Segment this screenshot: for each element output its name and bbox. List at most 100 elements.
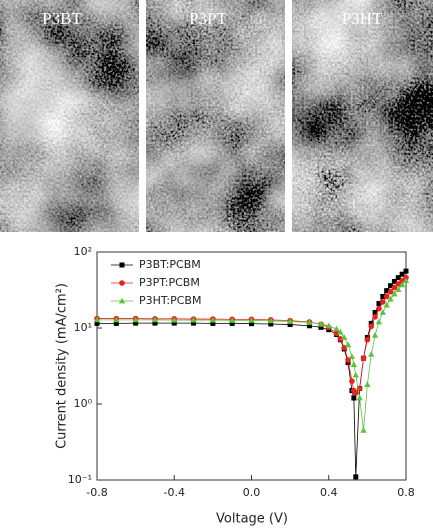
marker (375, 318, 383, 325)
y-tick-label: 10⁰ (74, 397, 93, 410)
marker (368, 351, 375, 357)
marker (132, 316, 139, 323)
marker (228, 317, 236, 323)
marker (352, 390, 359, 396)
marker (333, 325, 340, 332)
marker (384, 288, 390, 294)
marker (395, 286, 402, 293)
series-line (97, 270, 407, 477)
marker (395, 275, 401, 281)
marker (306, 319, 313, 325)
marker (380, 293, 386, 299)
marker (364, 336, 371, 343)
x-tick-label: -0.8 (86, 486, 107, 499)
marker (403, 268, 409, 274)
marker (376, 301, 382, 307)
marker (391, 284, 398, 291)
tem-image (292, 0, 433, 232)
x-tick-label: -0.4 (164, 486, 185, 499)
marker (119, 280, 125, 286)
marker (351, 395, 357, 401)
marker (337, 328, 344, 335)
marker (171, 320, 177, 326)
marker (353, 474, 359, 480)
y-axis-title: Current density (mA/cm²) (55, 283, 70, 449)
marker (190, 316, 197, 323)
marker (348, 353, 356, 360)
legend-label: P3PT:PCBM (139, 276, 200, 289)
marker (398, 281, 406, 288)
x-axis-title: Voltage (V) (216, 512, 288, 527)
marker (380, 299, 386, 305)
marker (93, 316, 101, 323)
panel-label: P3HT (342, 9, 383, 28)
marker (341, 334, 348, 340)
marker (337, 336, 344, 342)
marker (371, 332, 379, 338)
marker (383, 293, 390, 300)
series-line (97, 277, 407, 394)
marker (325, 322, 332, 329)
x-tick-label: 0.8 (397, 486, 415, 499)
marker (133, 320, 139, 326)
marker (151, 316, 159, 323)
marker (388, 283, 394, 289)
series-line (97, 280, 407, 431)
tem-image (0, 0, 139, 232)
marker (152, 320, 158, 326)
y-tick-label: 10² (74, 245, 92, 258)
marker (368, 320, 374, 326)
marker (333, 330, 340, 337)
marker (387, 288, 394, 295)
marker (267, 317, 275, 324)
marker (248, 317, 255, 323)
x-tick-label: 0.4 (320, 486, 338, 499)
marker (391, 278, 397, 284)
marker (391, 290, 398, 297)
x-tick-label: 0.0 (243, 486, 261, 499)
marker (94, 320, 100, 326)
legend-label: P3HT:PCBM (139, 294, 201, 307)
marker (171, 316, 178, 323)
marker (356, 394, 363, 401)
marker (368, 323, 375, 330)
marker (383, 301, 390, 308)
marker (344, 341, 352, 348)
legend-label: P3BT:PCBM (139, 258, 201, 271)
panel-label: P3BT (42, 9, 82, 28)
marker (402, 277, 410, 284)
marker (387, 295, 394, 302)
marker (399, 271, 405, 277)
marker (372, 314, 378, 320)
marker (352, 371, 359, 378)
marker (360, 355, 367, 362)
marker (287, 322, 293, 328)
marker (118, 297, 126, 304)
marker (229, 320, 235, 326)
marker (379, 309, 387, 315)
marker (360, 427, 367, 433)
marker (317, 320, 325, 327)
marker (268, 321, 274, 327)
y-tick-label: 10⁻¹ (68, 473, 92, 486)
marker (318, 324, 324, 330)
marker (395, 281, 402, 287)
y-tick-label: 10¹ (74, 321, 92, 334)
marker (119, 262, 125, 268)
marker (306, 323, 312, 329)
marker (376, 305, 382, 312)
marker (209, 316, 217, 323)
marker (191, 320, 197, 326)
marker (349, 378, 355, 384)
tem-image (146, 0, 285, 232)
marker (286, 318, 294, 324)
marker (249, 321, 254, 327)
marker (372, 309, 378, 315)
marker (350, 361, 358, 367)
panel-label: P3PT (189, 9, 227, 28)
marker (364, 381, 371, 387)
marker (113, 316, 120, 323)
marker (113, 320, 119, 326)
marker (210, 320, 216, 326)
